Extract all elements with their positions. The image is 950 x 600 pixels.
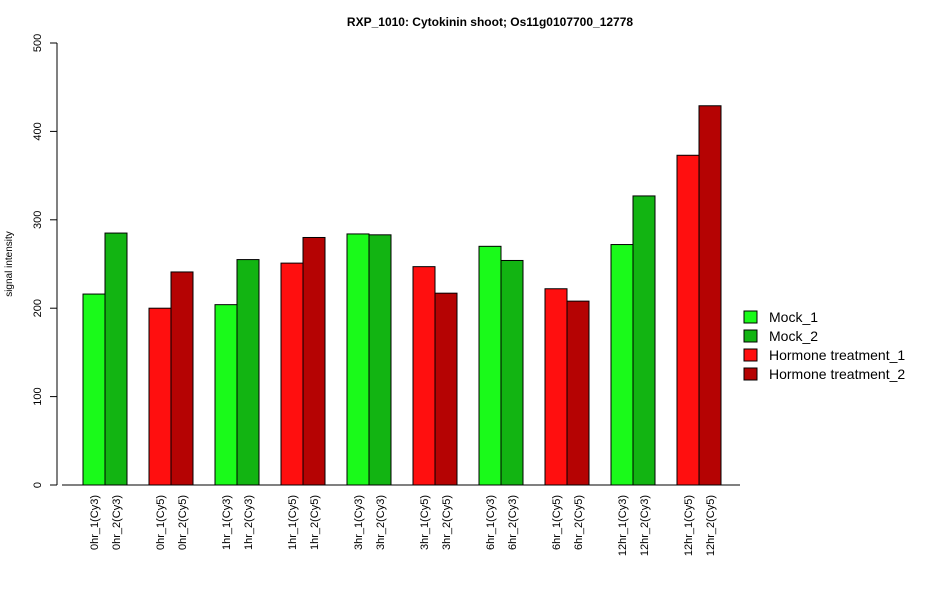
x-tick-label: 6hr_1(Cy3) — [485, 495, 497, 550]
bar-0hr-2-cy5 — [170, 271, 194, 486]
legend-label: Hormone treatment_2 — [769, 366, 905, 382]
legend-label: Mock_2 — [769, 328, 818, 344]
x-tick-label: 6hr_2(Cy5) — [573, 495, 585, 550]
x-tick-label: 12hr_2(Cy3) — [639, 495, 651, 556]
x-tick-label: 0hr_2(Cy5) — [177, 495, 189, 550]
x-tick-labels: 0hr_1(Cy3) 0hr_2(Cy3) 0hr_1(Cy5) 0hr_2(Cy5)… — [89, 495, 717, 556]
legend-label: Hormone treatment_1 — [769, 347, 905, 363]
y-tick-label: 100 — [32, 387, 44, 405]
chart-title: RXP_1010: Cytokinin shoot; Os11g0107700_… — [347, 15, 633, 29]
legend: Mock_1 Mock_2 Hormone treatment_1 Hormone t… — [743, 309, 905, 382]
x-tick-label: 12hr_1(Cy5) — [683, 495, 695, 556]
bar-1hr-1-cy5 — [280, 262, 304, 486]
y-tick-label: 200 — [32, 299, 44, 317]
bar-3hr-2-cy3 — [368, 234, 392, 486]
x-tick-label: 1hr_2(Cy5) — [309, 495, 321, 550]
bar-6hr-2-cy3 — [500, 259, 524, 486]
x-tick-label: 3hr_2(Cy3) — [375, 495, 387, 550]
x-tick-label: 1hr_2(Cy3) — [243, 495, 255, 550]
bar-12hr-2-cy5 — [698, 105, 722, 486]
bar-0hr-1-cy5 — [148, 307, 172, 486]
bar-1hr-1-cy3 — [214, 304, 238, 486]
x-tick-label: 12hr_1(Cy3) — [617, 495, 629, 556]
x-tick-label: 12hr_2(Cy5) — [705, 495, 717, 556]
bar-0hr-2-cy3 — [104, 232, 128, 486]
x-tick-label: 6hr_1(Cy5) — [551, 495, 563, 550]
bar-3hr-2-cy5 — [434, 292, 458, 486]
bar-3hr-1-cy3 — [346, 233, 370, 486]
legend-label: Mock_1 — [769, 309, 818, 325]
legend-swatch — [743, 367, 758, 381]
bar-12hr-1-cy5 — [676, 154, 700, 486]
bar-1hr-2-cy3 — [236, 259, 260, 486]
bar-3hr-1-cy5 — [412, 266, 436, 486]
bar-6hr-1-cy3 — [478, 245, 502, 486]
x-tick-label: 1hr_1(Cy5) — [287, 495, 299, 550]
x-tick-label: 0hr_1(Cy5) — [155, 495, 167, 550]
x-tick-label: 0hr_1(Cy3) — [89, 495, 101, 550]
bar-6hr-1-cy5 — [544, 288, 568, 486]
legend-swatch — [743, 310, 758, 324]
y-axis: 0 100 200 300 400 500 — [32, 34, 58, 488]
y-tick-label: 400 — [32, 122, 44, 140]
y-axis-label: signal intensity — [4, 231, 15, 297]
bar-6hr-2-cy5 — [566, 300, 590, 486]
bar-0hr-1-cy3 — [82, 293, 106, 486]
bar-12hr-1-cy3 — [610, 244, 634, 486]
x-tick-label: 3hr_2(Cy5) — [441, 495, 453, 550]
x-tick-label: 3hr_1(Cy3) — [353, 495, 365, 550]
legend-swatch — [743, 329, 758, 343]
x-tick-label: 1hr_1(Cy3) — [221, 495, 233, 550]
x-tick-label: 3hr_1(Cy5) — [419, 495, 431, 550]
y-tick-label: 500 — [32, 34, 44, 52]
bars-group — [82, 105, 722, 486]
y-tick-label: 300 — [32, 211, 44, 229]
x-tick-label: 0hr_2(Cy3) — [111, 495, 123, 550]
bar-12hr-2-cy3 — [632, 195, 656, 486]
y-tick-label: 0 — [32, 482, 44, 488]
legend-swatch — [743, 348, 758, 362]
x-tick-label: 6hr_2(Cy3) — [507, 495, 519, 550]
bar-1hr-2-cy5 — [302, 236, 326, 486]
